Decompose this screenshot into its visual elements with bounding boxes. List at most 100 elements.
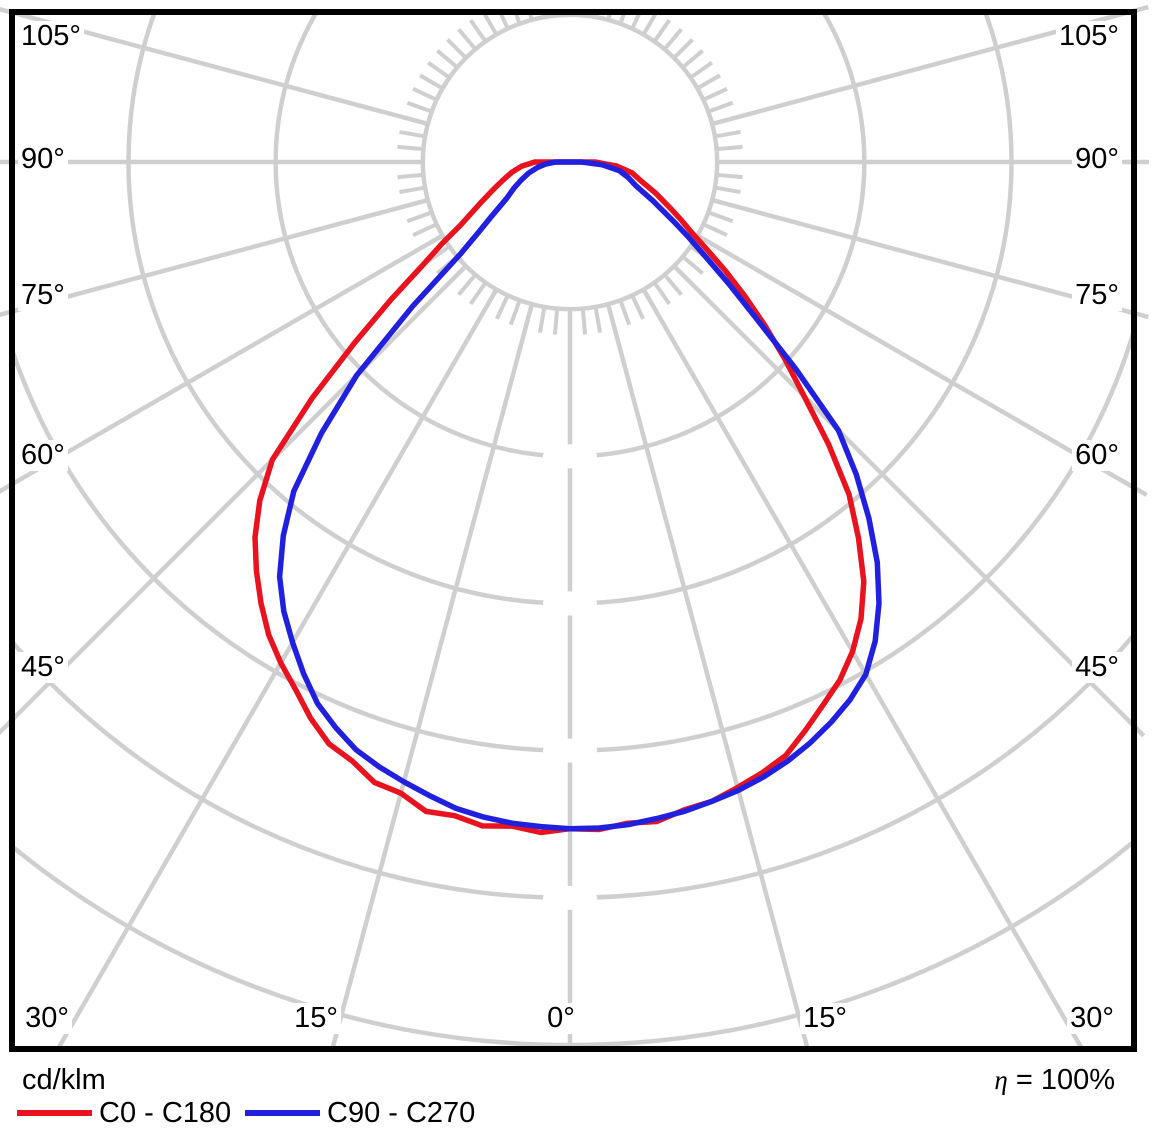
hub-tick: [537, 306, 547, 333]
grid-radial-line: [711, 15, 1128, 127]
grid-radial-line: [330, 303, 535, 1046]
legend-swatch-c0-c180: [17, 1110, 92, 1116]
hub-tick: [707, 100, 734, 114]
hub-tick: [514, 15, 522, 25]
hub-tick: [482, 15, 499, 36]
hub-tick: [402, 115, 429, 126]
hub-tick: [681, 255, 704, 275]
hub-tick: [481, 288, 499, 313]
gamma-label-left-75°: 75°: [18, 280, 68, 311]
hub-tick: [716, 144, 743, 152]
hub-tick: [457, 28, 477, 51]
hub-tick: [446, 38, 468, 60]
gamma-label-left-105°: 105°: [18, 21, 84, 52]
gamma-label-right-45°: 45°: [1072, 652, 1122, 683]
eta-value: = 100%: [1007, 1064, 1115, 1096]
gamma-label-bottom-4: 30°: [1067, 1003, 1117, 1034]
gamma-label-right-60°: 60°: [1072, 440, 1122, 471]
gamma-label-bottom-1: 15°: [291, 1003, 341, 1034]
hub-tick: [702, 222, 728, 237]
hub-tick: [412, 222, 438, 237]
grid-radial-line: [641, 288, 1083, 1046]
hub-tick: [641, 15, 658, 36]
legend-label-c0-c180: C0 - C180: [99, 1097, 232, 1129]
chart-frame: [9, 9, 1137, 1052]
grid-radial-line: [696, 233, 1131, 489]
ring-value-blob: [543, 591, 597, 616]
ring-value-blob: [543, 885, 597, 910]
gamma-label-left-90°: 90°: [18, 144, 68, 175]
hub-tick: [469, 19, 488, 43]
gamma-label-right-75°: 75°: [1072, 280, 1122, 311]
efficiency-label: η = 100%: [994, 1066, 1115, 1095]
hub-tick: [436, 49, 459, 69]
legend-label-c90-c270: C90 - C270: [327, 1097, 476, 1129]
grid-radial-line: [15, 233, 444, 486]
grid-radial-line: [15, 15, 429, 127]
hub-tick: [641, 288, 659, 313]
hub-tick: [606, 303, 617, 330]
hub-tick: [406, 100, 433, 114]
hub-tick: [630, 294, 645, 320]
hub-tick: [419, 73, 444, 91]
hub-tick: [457, 273, 477, 296]
c0-c180-curve: [252, 159, 867, 836]
hub-tick: [412, 87, 438, 102]
hub-tick: [523, 303, 534, 330]
hub-tick: [630, 15, 641, 30]
grid-radial-line: [15, 197, 429, 314]
gamma-label-left-45°: 45°: [18, 652, 68, 683]
hub-tick: [618, 15, 626, 25]
hub-tick: [663, 28, 683, 51]
hub-tick: [402, 198, 429, 209]
hub-tick: [508, 299, 522, 326]
gamma-label-bottom-2: 0°: [544, 1003, 578, 1034]
hub-tick: [419, 233, 444, 251]
hub-tick: [707, 210, 734, 224]
grid-radial-line: [711, 197, 1131, 315]
hub-tick: [397, 144, 424, 152]
hub-tick: [711, 115, 738, 126]
hub-tick: [399, 129, 426, 139]
hub-tick: [702, 87, 728, 102]
hub-tick: [696, 73, 721, 91]
hub-tick: [618, 299, 632, 326]
gamma-label-left-60°: 60°: [18, 440, 68, 471]
hub-tick: [711, 198, 738, 209]
hub-tick: [406, 210, 433, 224]
grid-ring: [15, 332, 1131, 753]
outer-frame-tick: [1126, 309, 1149, 320]
hub-tick: [399, 185, 426, 195]
hub-tick: [499, 15, 510, 30]
hub-tick: [427, 61, 451, 80]
hub-tick: [716, 172, 743, 180]
gamma-label-right-105°: 105°: [1056, 21, 1122, 52]
hub-tick: [528, 15, 534, 21]
hub-tick: [606, 15, 612, 21]
hub-tick: [689, 61, 713, 80]
hub-tick: [672, 38, 694, 60]
gamma-label-right-90°: 90°: [1072, 144, 1122, 175]
hub-tick: [681, 49, 704, 69]
hub-tick: [593, 306, 603, 333]
hub-tick: [672, 264, 694, 286]
hub-tick: [495, 294, 510, 320]
hub-tick: [652, 281, 671, 305]
gamma-label-bottom-0: 30°: [22, 1003, 72, 1034]
gamma-label-bottom-3: 15°: [800, 1003, 850, 1034]
outer-frame-tick: [1126, 481, 1148, 497]
hub-tick: [397, 172, 424, 180]
grid-radial-line: [57, 288, 499, 1046]
hub-tick: [696, 233, 721, 251]
hub-tick: [652, 19, 671, 43]
unit-label: cd/klm: [22, 1064, 106, 1096]
legend-swatch-c90-c270: [245, 1110, 320, 1116]
hub-tick: [663, 273, 683, 296]
hub-tick: [446, 264, 468, 286]
hub-tick: [552, 308, 560, 335]
hub-tick: [469, 281, 488, 305]
hub-tick: [714, 185, 741, 195]
